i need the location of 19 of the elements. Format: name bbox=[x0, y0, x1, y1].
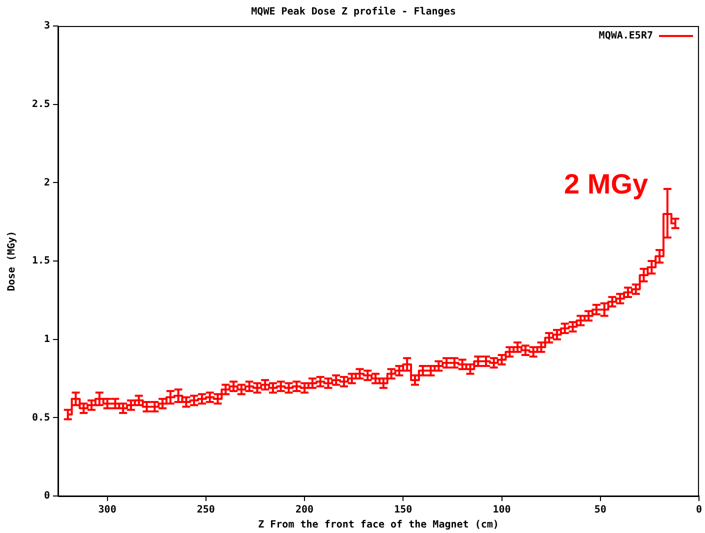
annotation: 2 MGy bbox=[564, 168, 648, 200]
y-tick-label: 0.5 bbox=[32, 412, 50, 424]
x-tick-label: 150 bbox=[394, 504, 412, 516]
y-tick-label: 1 bbox=[44, 334, 50, 345]
y-tick-label: 2.5 bbox=[32, 98, 50, 110]
y-tick-label: 3 bbox=[44, 20, 50, 32]
x-tick-label: 100 bbox=[492, 504, 511, 516]
x-tick-label: 250 bbox=[196, 504, 215, 516]
x-tick-label: 50 bbox=[594, 504, 606, 516]
y-axis-title: Dose (MGy) bbox=[6, 230, 18, 292]
x-tick-label: 0 bbox=[696, 504, 702, 516]
y-tick-label: 0 bbox=[44, 490, 50, 502]
chart-title: MQWE Peak Dose Z profile - Flanges bbox=[251, 6, 456, 18]
x-tick-label: 300 bbox=[98, 504, 116, 516]
x-tick-label: 200 bbox=[296, 504, 314, 516]
y-tick-label: 1.5 bbox=[32, 256, 50, 267]
legend-label: MQWA.E5R7 bbox=[598, 30, 653, 42]
x-axis-title: Z From the front face of the Magnet (cm) bbox=[258, 520, 499, 531]
y-tick-label: 2 bbox=[44, 177, 50, 188]
